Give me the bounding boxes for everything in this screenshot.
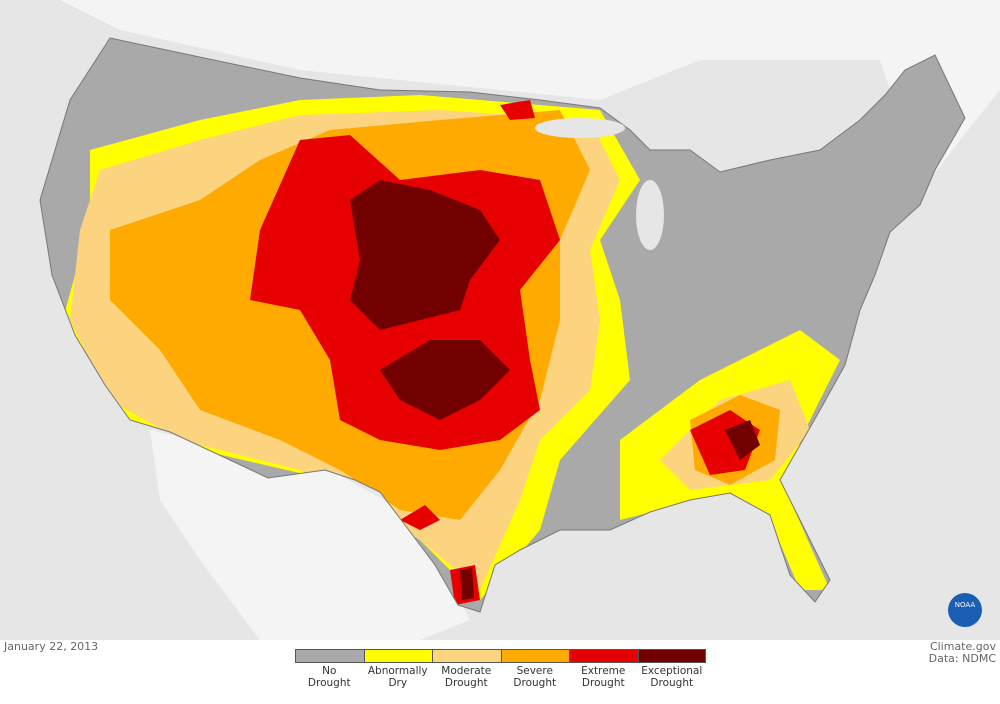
us-border <box>39 37 966 613</box>
legend-swatch <box>569 649 638 663</box>
source: Climate.gov <box>929 640 996 653</box>
lake-michigan <box>636 180 664 250</box>
legend-swatch <box>295 649 364 663</box>
map: NOAA <box>0 0 1000 640</box>
legend-label-line: Drought <box>581 677 625 689</box>
legend-label-line: Moderate <box>441 665 492 677</box>
legend-label-line: Dry <box>388 677 408 689</box>
legend-label: Abnormally Dry <box>364 665 433 689</box>
legend-label: Extreme Drought <box>569 665 638 689</box>
legend-label: Severe Drought <box>501 665 570 689</box>
credit: Climate.gov Data: NDMC <box>929 641 996 665</box>
drought-area <box>460 420 760 600</box>
legend-label: Moderate Drought <box>432 665 501 689</box>
legend-label-line: Exceptional <box>641 665 703 677</box>
legend-label: Exceptional Drought <box>638 665 707 689</box>
legend-label: No Drought <box>295 665 364 689</box>
drought-area <box>350 180 500 330</box>
date: January 22, 2013 <box>4 640 99 653</box>
legend-item: Moderate Drought <box>432 649 501 689</box>
logo-text: NOAA <box>955 601 976 609</box>
legend-label-line: Severe <box>516 665 553 677</box>
legend-label-line: Drought <box>513 677 557 689</box>
canada <box>60 0 1000 220</box>
drought-areas <box>40 38 965 612</box>
legend-item: Extreme Drought <box>569 649 638 689</box>
legend-label-line: Extreme <box>581 665 626 677</box>
lake-superior <box>535 118 625 138</box>
drought-area <box>380 340 510 420</box>
legend: No Drought Abnormally Dry Moderate Drought Sev… <box>295 649 706 689</box>
legend-label-line: No <box>322 665 337 677</box>
legend-item: Exceptional Drought <box>637 649 707 689</box>
legend-swatch <box>637 649 706 663</box>
mexico <box>150 430 470 640</box>
data-source: Data: NDMC <box>928 652 996 665</box>
legend-swatch <box>363 649 432 663</box>
legend-label-line: Drought <box>650 677 694 689</box>
legend-label-line: Abnormally <box>367 665 428 677</box>
legend-swatch <box>432 649 501 663</box>
noaa-logo <box>948 593 982 627</box>
legend-swatch <box>500 649 569 663</box>
legend-item: Abnormally Dry <box>363 649 433 689</box>
legend-item: No Drought <box>295 649 364 689</box>
legend-label-line: Drought <box>307 677 351 689</box>
legend-label-line: Drought <box>444 677 488 689</box>
legend-item: Severe Drought <box>500 649 570 689</box>
